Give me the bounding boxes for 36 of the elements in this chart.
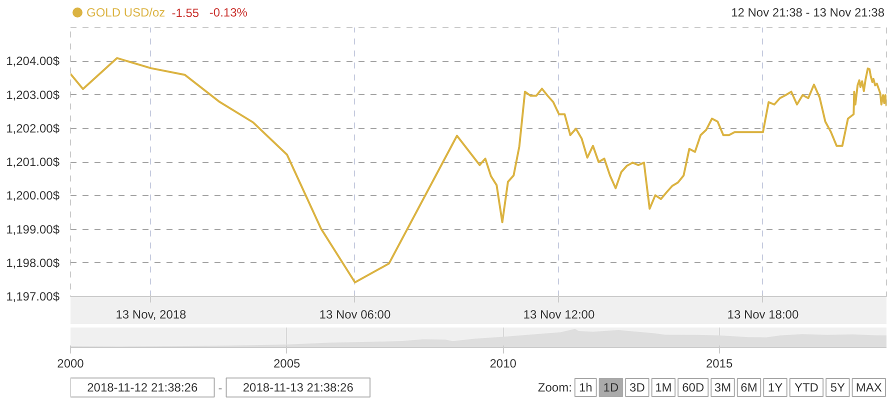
text: 1M: [655, 380, 672, 394]
y-tick-label: 1,199.00$: [6, 222, 60, 236]
x-tick-label: 2005: [273, 356, 301, 370]
text: 1D: [603, 380, 619, 394]
text: 60D: [682, 380, 704, 394]
text: -0.13%: [209, 6, 248, 20]
x-tick-label: 13 Nov, 2018: [116, 308, 187, 322]
text: Zoom:: [538, 380, 572, 394]
text: -1.55: [172, 6, 200, 20]
text: 1Y: [768, 380, 783, 394]
y-tick-label: 1,204.00$: [6, 54, 60, 68]
text: 1h: [578, 380, 592, 394]
x-tick-label: 13 Nov 12:00: [523, 308, 595, 322]
text: 2018-11-13 21:38:26: [242, 380, 354, 394]
y-tick-label: 1,198.00$: [6, 256, 60, 270]
text: 3M: [714, 380, 732, 394]
chart-subtitle: 12 Nov 21:38 - 13 Nov 21:38: [731, 6, 885, 20]
text: -: [218, 381, 222, 395]
text: 6M: [740, 380, 758, 394]
x-tick-label: 2010: [490, 356, 517, 370]
line-series: [70, 57, 886, 284]
y-tick-label: 1,197.00$: [6, 290, 60, 304]
x-tick-label: 2015: [706, 356, 733, 370]
legend-label: GOLD USD/oz: [86, 6, 166, 20]
y-tick-label: 1,203.00$: [6, 88, 60, 102]
y-tick-label: 1,202.00$: [6, 121, 60, 136]
text: MAX: [856, 380, 882, 394]
text: 2018-11-12 21:38:26: [87, 380, 198, 394]
y-tick-label: 1,201.00$: [6, 155, 60, 169]
text: 5Y: [830, 380, 846, 394]
y-tick-label: 1,200.00$: [6, 188, 60, 203]
text: 3D: [630, 380, 646, 394]
x-tick-label: 13 Nov 06:00: [319, 308, 391, 322]
x-tick-label: 13 Nov 18:00: [727, 308, 799, 322]
x-tick-label: 2000: [57, 356, 84, 370]
text: YTD: [794, 380, 819, 394]
